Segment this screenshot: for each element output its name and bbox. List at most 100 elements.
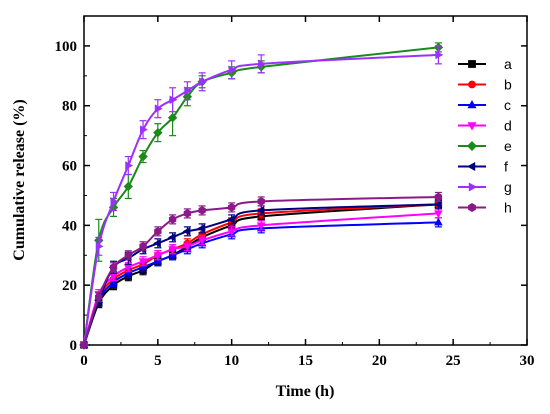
data-point-h [198,206,206,215]
data-point-g [140,125,148,134]
data-point-g [184,86,193,96]
data-point-h [124,251,132,260]
x-axis-title: Time (h) [276,383,335,400]
data-point-h [434,192,443,202]
data-point-c [153,256,163,265]
data-point-h [95,292,103,302]
data-point-f [153,239,161,248]
legend-marker-e [467,141,477,151]
legend-marker-h [468,203,476,212]
series-c [79,217,443,349]
x-tick-label: 30 [520,353,535,369]
x-tick-label: 0 [80,353,88,369]
legend-label-f: f [504,159,508,175]
data-point-g [435,50,444,60]
legend-marker-b [468,80,476,89]
data-point-f [226,215,235,224]
data-point-h [109,262,118,272]
data-point-d [434,210,443,219]
data-point-c [434,217,443,226]
data-point-d [153,252,163,261]
legend-item-f: f [458,159,508,175]
data-point-g [228,65,237,75]
data-point-d [197,237,207,246]
data-point-d [183,243,192,252]
data-point-f [167,233,176,242]
data-point-h [257,197,265,206]
legend-marker-g [468,182,478,192]
data-point-f [182,227,191,236]
legend-item-g: g [458,179,512,195]
y-tick-label: 0 [70,338,78,354]
legend-label-c: c [504,97,511,113]
legend-item-b: b [458,77,512,93]
data-point-g [199,77,207,87]
x-tick-label: 25 [446,353,461,369]
legend-marker-f [466,161,476,172]
legend-label-a: a [504,56,512,72]
data-point-c [168,250,177,259]
data-point-f [433,200,442,209]
legend-marker-c [467,99,477,109]
legend-label-e: e [504,138,512,154]
data-point-h [139,242,147,251]
data-point-d [227,228,236,237]
data-point-e [123,181,133,192]
legend-label-d: d [504,118,512,134]
data-point-g [169,95,178,105]
x-tick-label: 5 [154,353,162,369]
data-point-g [95,241,104,251]
data-point-h [168,215,177,224]
data-point-h [227,203,236,212]
series-e [79,42,444,350]
series-line-g [83,53,439,346]
data-point-g [110,197,119,206]
legend-label-h: h [504,200,512,216]
data-point-c [138,262,148,271]
legend-item-c: c [458,97,511,113]
data-point-g [258,59,266,69]
data-point-g [125,161,134,170]
data-point-h [183,209,192,218]
series-d [79,208,443,350]
legend-label-b: b [504,77,512,93]
y-tick-label: 80 [62,99,77,115]
data-point-d [256,222,266,231]
y-axis-title: Cumulative release (%) [11,99,28,260]
data-point-f [197,224,206,233]
data-point-d [138,258,148,267]
data-point-d [168,246,177,255]
y-tick-label: 100 [55,39,78,55]
data-point-h [154,227,162,236]
legend-marker-a [468,60,476,68]
legend-item-d: d [458,118,512,134]
legend-label-g: g [504,179,512,195]
data-point-e [167,113,178,123]
legend-item-h: h [458,200,512,216]
legend-marker-d [467,122,477,131]
plot-frame [83,15,528,346]
series-f [79,199,442,350]
y-tick-label: 40 [62,218,77,234]
legend-item-e: e [458,138,512,154]
data-point-e [138,151,148,162]
series-line-c [83,221,439,346]
data-point-e [153,127,163,138]
x-tick-label: 15 [298,353,313,369]
x-tick-label: 20 [372,353,387,369]
data-point-h [80,340,88,350]
y-tick-label: 20 [62,278,77,294]
series-line-e [83,46,439,346]
series-layer [79,42,444,350]
x-tick-label: 10 [224,353,239,369]
series-h [80,191,443,350]
data-point-g [154,104,163,114]
data-point-c [123,268,133,277]
axis-ticks: 0 5 10 15 20 25 30 0 20 40 60 80 100 [55,16,535,369]
y-tick-label: 60 [62,159,77,175]
data-point-c [109,277,118,286]
data-point-f [256,206,265,215]
legend-item-a: a [458,56,512,72]
